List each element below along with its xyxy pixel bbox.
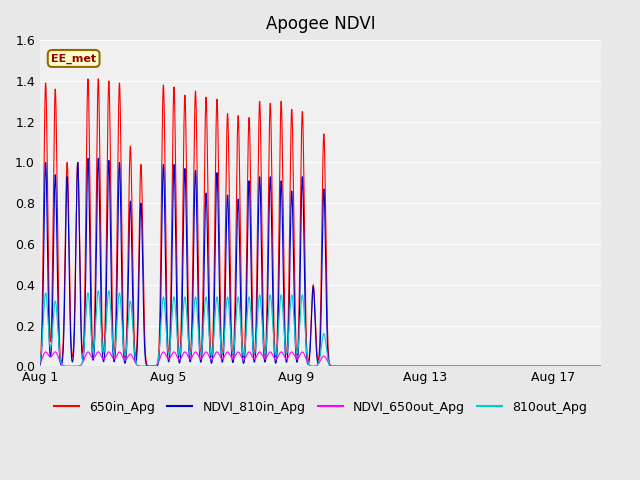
Title: Apogee NDVI: Apogee NDVI [266, 15, 376, 33]
Text: EE_met: EE_met [51, 53, 96, 63]
Legend: 650in_Apg, NDVI_810in_Apg, NDVI_650out_Apg, 810out_Apg: 650in_Apg, NDVI_810in_Apg, NDVI_650out_A… [49, 396, 592, 419]
